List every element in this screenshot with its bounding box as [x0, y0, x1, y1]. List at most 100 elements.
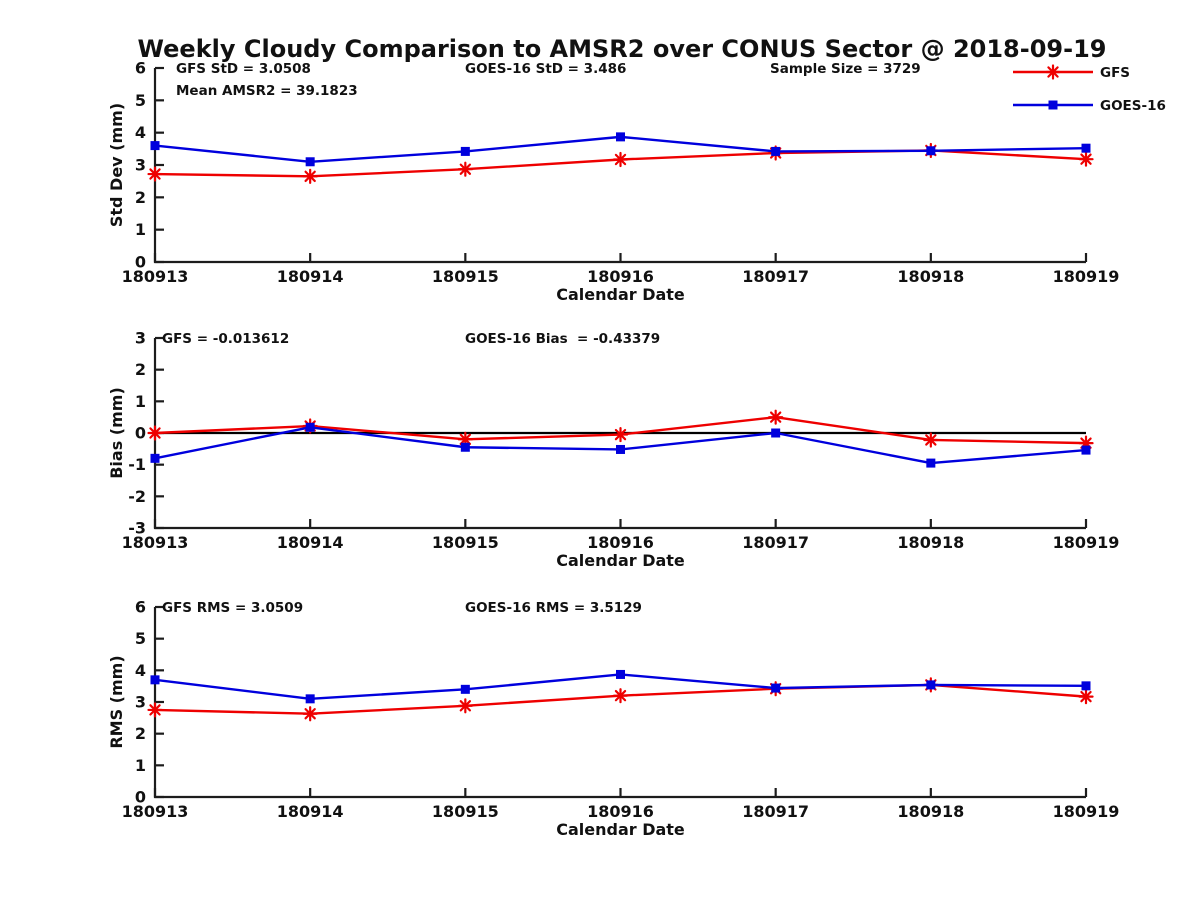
series-goes-16-square-marker — [1081, 681, 1091, 691]
series-goes-16-square-marker — [460, 442, 470, 452]
series-gfs-asterisk-marker — [147, 425, 163, 441]
y-tick-label: -2 — [128, 487, 146, 506]
series-goes-16-square-marker — [150, 675, 160, 685]
figure-title: Weekly Cloudy Comparison to AMSR2 over C… — [138, 35, 1107, 63]
series-gfs-asterisk-marker — [612, 151, 629, 168]
series-gfs-asterisk-marker — [302, 168, 318, 184]
series-gfs-asterisk-marker — [147, 166, 163, 182]
y-tick-label: 4 — [135, 123, 146, 142]
x-tick-label: 180916 — [587, 533, 654, 552]
x-tick-label: 180919 — [1053, 802, 1120, 821]
series-gfs-asterisk-marker — [302, 706, 318, 722]
stat-annotation: Mean AMSR2 = 39.1823 — [176, 83, 358, 99]
legend-gfs-asterisk-marker — [1045, 64, 1061, 80]
x-tick-label: 180919 — [1053, 533, 1120, 552]
series-gfs-asterisk-marker — [457, 431, 473, 447]
chart-bias: -3 -2 -1 0 1 2 3 180913 180914 180915 180916 180917… — [107, 329, 1119, 571]
legend-item-gfs: GFS — [1013, 64, 1130, 81]
x-tick-label: 180915 — [432, 533, 499, 552]
legend-item-goes-16: GOES-16 — [1013, 98, 1166, 114]
x-tick-label: 180915 — [432, 802, 499, 821]
series-goes-16-markers — [150, 132, 1091, 167]
x-tick-label: 180913 — [122, 267, 189, 286]
x-tick-label: 180916 — [587, 802, 654, 821]
y-axis-label: Std Dev (mm) — [107, 103, 126, 227]
x-axis-label: Calendar Date — [556, 820, 685, 839]
x-tick-label: 180918 — [897, 267, 964, 286]
y-tick-label: 6 — [135, 59, 146, 78]
stat-annotation: Sample Size = 3729 — [770, 61, 921, 77]
series-gfs-asterisk-marker — [923, 432, 939, 448]
x-tick-label: 180914 — [277, 533, 344, 552]
y-tick-label: 0 — [135, 788, 146, 807]
series-goes-16-square-marker — [926, 680, 936, 690]
x-axis-label: Calendar Date — [556, 551, 685, 570]
series-gfs-asterisk-marker — [768, 409, 784, 425]
y-tick-label: 1 — [135, 220, 146, 239]
series-goes-16-square-marker — [926, 458, 936, 468]
y-tick-label: 0 — [135, 424, 146, 443]
x-tick-label: 180914 — [277, 802, 344, 821]
y-tick-label: 2 — [135, 360, 146, 379]
x-tick-label: 180917 — [742, 533, 809, 552]
series-goes-16-square-marker — [460, 146, 470, 156]
series-goes-16-square-marker — [771, 428, 781, 438]
x-tick-label: 180916 — [587, 267, 654, 286]
legend-goes-16-square-marker — [1048, 100, 1058, 110]
y-tick-label: 3 — [135, 329, 146, 348]
stat-annotation: GOES-16 Bias = -0.43379 — [465, 331, 660, 347]
x-tick-label: 180919 — [1053, 267, 1120, 286]
series-goes-16-square-marker — [1081, 445, 1091, 455]
x-axis-label: Calendar Date — [556, 285, 685, 304]
y-tick-label: -1 — [128, 455, 146, 474]
stat-annotation: GOES-16 RMS = 3.5129 — [465, 600, 642, 616]
y-tick-label: 6 — [135, 598, 146, 617]
series-goes-16-square-marker — [616, 444, 625, 454]
y-tick-label: 5 — [135, 629, 146, 648]
series-goes-16-square-marker — [150, 453, 160, 463]
series-gfs-asterisk-marker — [612, 688, 629, 704]
series-gfs-asterisk-marker — [147, 702, 163, 718]
y-tick-label: 3 — [135, 156, 146, 175]
y-axis-label: Bias (mm) — [107, 387, 126, 479]
x-tick-label: 180918 — [897, 802, 964, 821]
series-goes-16-markers — [150, 669, 1091, 704]
series-goes-16-square-marker — [771, 146, 781, 156]
y-tick-label: 4 — [135, 661, 146, 680]
y-tick-label: -3 — [128, 519, 146, 538]
x-tick-label: 180918 — [897, 533, 964, 552]
y-tick-label: 2 — [135, 724, 146, 743]
series-goes-16-square-marker — [305, 157, 315, 167]
y-tick-label: 2 — [135, 188, 146, 207]
chart-rms: 0 1 2 3 4 5 6 180913 180914 180915 180916 180917 180… — [107, 598, 1119, 840]
y-tick-label: 3 — [135, 693, 146, 712]
series-gfs-asterisk-marker — [1078, 151, 1094, 167]
series-goes-16-square-marker — [150, 141, 160, 151]
x-tick-label: 180914 — [277, 267, 344, 286]
legend-label-goes-16: GOES-16 — [1100, 98, 1166, 114]
y-tick-label: 1 — [135, 756, 146, 775]
legend-label-gfs: GFS — [1100, 65, 1130, 81]
y-axis-label: RMS (mm) — [107, 655, 126, 748]
series-goes-16-markers — [150, 422, 1091, 468]
series-goes-16-square-marker — [460, 684, 470, 694]
stat-annotation: GFS = -0.013612 — [162, 331, 289, 347]
series-gfs-asterisk-marker — [1078, 689, 1094, 705]
stat-annotation: GOES-16 StD = 3.486 — [465, 61, 626, 77]
series-gfs-asterisk-marker — [457, 698, 473, 714]
y-tick-label: 1 — [135, 392, 146, 411]
series-goes-16-square-marker — [771, 683, 781, 693]
x-tick-label: 180915 — [432, 267, 499, 286]
x-tick-label: 180913 — [122, 802, 189, 821]
stat-annotation: GFS StD = 3.0508 — [176, 61, 311, 77]
x-tick-label: 180917 — [742, 802, 809, 821]
series-goes-16-square-marker — [616, 132, 625, 142]
chart-std-dev: 0 1 2 3 4 5 6 180913 180914 180915 180916 180917 180… — [107, 59, 1119, 305]
series-goes-16-square-marker — [305, 422, 315, 432]
stat-annotation: GFS RMS = 3.0509 — [162, 600, 303, 616]
series-gfs-asterisk-marker — [612, 426, 629, 443]
series-goes-16-square-marker — [305, 694, 315, 704]
legend: GFS GOES-16 — [1013, 64, 1166, 114]
